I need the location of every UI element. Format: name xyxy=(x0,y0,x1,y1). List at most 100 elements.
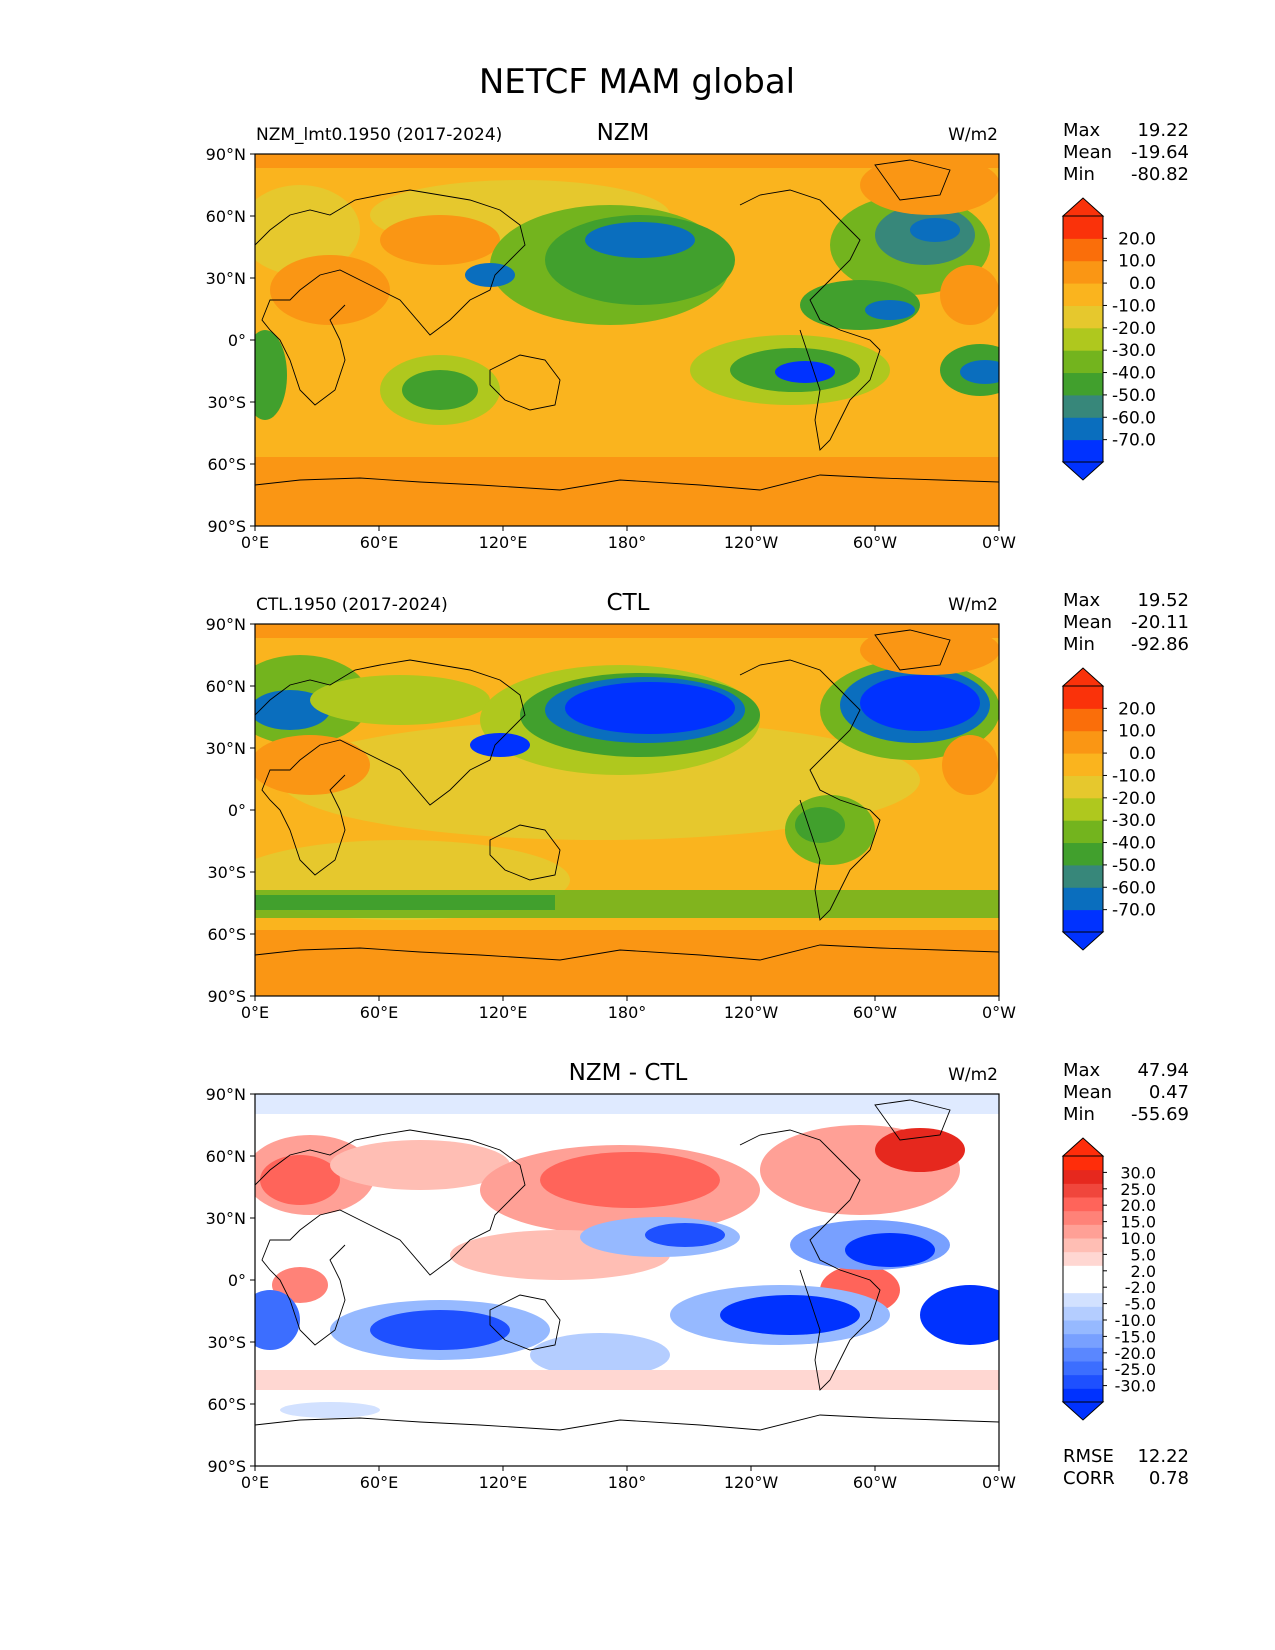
lat-tick-label: 90°S xyxy=(207,517,246,536)
stat-label: Max xyxy=(1063,590,1101,611)
colorbar-segment xyxy=(1063,1169,1103,1184)
lon-tick-label: 120°E xyxy=(479,1473,528,1492)
colorbar-segment xyxy=(1063,753,1103,776)
colorbar-segment xyxy=(1063,350,1103,374)
axis-ticks: 90°N 60°N 30°N 0° 30°S 60°S 90°S0°E 60°E 120°E 18… xyxy=(206,1085,1017,1492)
colorbar-extend-max xyxy=(1061,197,1105,217)
lat-tick-label: 0° xyxy=(228,801,246,820)
colorbar-segment xyxy=(1063,775,1103,799)
colorbar-segment xyxy=(1063,1183,1103,1198)
stat-label: Max xyxy=(1063,120,1101,141)
colorbar-tick-label: 30.0 xyxy=(1120,1163,1156,1182)
lon-tick-label: 120°E xyxy=(479,1003,528,1022)
lat-tick-label: 30°N xyxy=(206,269,246,288)
lon-tick-label: 60°W xyxy=(853,1473,897,1492)
colorbar-tick-label: 10.0 xyxy=(1118,252,1156,272)
panel-ctl: CTL.1950 (2017-2024) CTL W/m2 xyxy=(206,590,1189,1022)
lon-tick-label: 0°E xyxy=(241,1473,269,1492)
lon-tick-label: 0°W xyxy=(982,1003,1016,1022)
lat-tick-label: 30°S xyxy=(207,863,246,882)
coastlines xyxy=(255,159,999,491)
colorbar-extend-max xyxy=(1061,1137,1105,1157)
lat-tick-label: 0° xyxy=(228,1271,246,1290)
stats-block: Max 19.22 Mean -19.64 Min -80.82 xyxy=(1063,120,1189,185)
panel-subtitle: NZM_lmt0.1950 (2017-2024) xyxy=(256,125,502,145)
colorbar-segment xyxy=(1063,1374,1103,1389)
lon-tick-label: 180° xyxy=(608,1473,647,1492)
colorbar-tick-label: -10.0 xyxy=(1115,1311,1156,1330)
colorbar-segment xyxy=(1063,417,1103,441)
stat-label: Mean xyxy=(1063,612,1112,633)
colorbar-tick-label: 25.0 xyxy=(1120,1180,1156,1199)
stat-label: Min xyxy=(1063,1104,1095,1125)
panel-title: CTL xyxy=(607,590,650,616)
colorbar-segment xyxy=(1063,1333,1103,1348)
stat-value: -19.64 xyxy=(1131,142,1189,163)
colorbar-tick-label: -60.0 xyxy=(1112,408,1156,428)
colorbar-segment xyxy=(1063,1251,1103,1266)
colorbar-segment xyxy=(1063,1224,1103,1239)
colorbar-tick-label: -15.0 xyxy=(1115,1327,1156,1346)
lon-tick-label: 60°W xyxy=(853,1003,897,1022)
lon-tick-label: 0°E xyxy=(241,533,269,552)
stat-label: Mean xyxy=(1063,1082,1112,1103)
colorbar-tick-label: -30.0 xyxy=(1112,341,1156,361)
stat-value: -92.86 xyxy=(1131,634,1189,655)
panel-nzm: NZM_lmt0.1950 (2017-2024) NZM W/m2 xyxy=(206,120,1189,552)
corr-label: CORR xyxy=(1063,1468,1115,1489)
colorbar-tick-label: -50.0 xyxy=(1112,386,1156,406)
colorbar-tick-label: 0.0 xyxy=(1129,274,1156,294)
colorbar-tick-label: 10.0 xyxy=(1120,1229,1156,1248)
colorbar-tick-label: 10.0 xyxy=(1118,722,1156,742)
colorbar-segment xyxy=(1063,1347,1103,1362)
colorbar-segment xyxy=(1063,909,1103,933)
colorbar-tick-label: 15.0 xyxy=(1120,1213,1156,1232)
colorbar-tick-label: 0.0 xyxy=(1129,744,1156,764)
panel-title: NZM xyxy=(597,120,650,146)
colorbar-segment xyxy=(1063,1306,1103,1321)
colorbar-tick-label: -60.0 xyxy=(1112,878,1156,898)
stat-value: 19.22 xyxy=(1137,120,1189,141)
colorbar-tick-label: -20.0 xyxy=(1112,789,1156,809)
colorbar-tick-label: -25.0 xyxy=(1115,1360,1156,1379)
colorbar: 20.0 10.00.0-10.0 -20.0-30.0 -40.0-50.0-60.… xyxy=(1061,667,1156,951)
colorbar-tick-label: -30.0 xyxy=(1115,1377,1156,1396)
colorbar-segment xyxy=(1063,1197,1103,1212)
colorbar-tick-label: -40.0 xyxy=(1112,364,1156,384)
colorbar-tick-label: -70.0 xyxy=(1112,431,1156,451)
colorbar-outline xyxy=(1062,1155,1104,1403)
stat-label: Min xyxy=(1063,634,1095,655)
lat-tick-label: 30°N xyxy=(206,1209,246,1228)
lon-tick-label: 60°W xyxy=(853,533,897,552)
axis-ticks: 90°N 60°N 30°N 0° 30°S 60°S 90°S0°E 60°E 120°E 18… xyxy=(206,145,1017,552)
stat-value: 47.94 xyxy=(1137,1060,1189,1081)
colorbar-tick-label: 20.0 xyxy=(1120,1196,1156,1215)
colorbar-segment xyxy=(1063,820,1103,844)
colorbar-segment xyxy=(1063,260,1103,284)
colorbar-segment xyxy=(1063,283,1103,306)
stat-label: Min xyxy=(1063,164,1095,185)
lon-tick-label: 180° xyxy=(608,1003,647,1022)
colorbar-segment xyxy=(1063,439,1103,463)
colorbar-segment xyxy=(1063,887,1103,911)
colorbar-segment xyxy=(1063,1156,1103,1171)
colorbar-segment xyxy=(1063,1279,1103,1294)
lat-tick-label: 60°S xyxy=(207,455,246,474)
colorbar: 20.0 10.00.0-10.0 -20.0-30.0 -40.0-50.0-60.… xyxy=(1061,197,1156,481)
colorbar-tick-label: -70.0 xyxy=(1112,901,1156,921)
error-stats-block: RMSE 12.22 CORR 0.78 xyxy=(1063,1446,1189,1489)
contour-field xyxy=(255,154,999,526)
lat-tick-label: 60°N xyxy=(206,677,246,696)
contour-field xyxy=(255,1094,999,1466)
panel-units: W/m2 xyxy=(948,125,998,145)
figure-title: NETCF MAM global xyxy=(479,62,795,102)
colorbar-segment xyxy=(1063,1238,1103,1253)
colorbar-tick-label: -2.0 xyxy=(1125,1278,1156,1297)
stats-block: Max 19.52 Mean -20.11 Min -92.86 xyxy=(1063,590,1189,655)
colorbar-segment xyxy=(1063,864,1103,888)
stat-label: Mean xyxy=(1063,142,1112,163)
lat-tick-label: 30°N xyxy=(206,739,246,758)
colorbar-segment xyxy=(1063,1320,1103,1335)
colorbar-segment xyxy=(1063,1388,1103,1403)
colorbar-outline xyxy=(1062,685,1104,933)
